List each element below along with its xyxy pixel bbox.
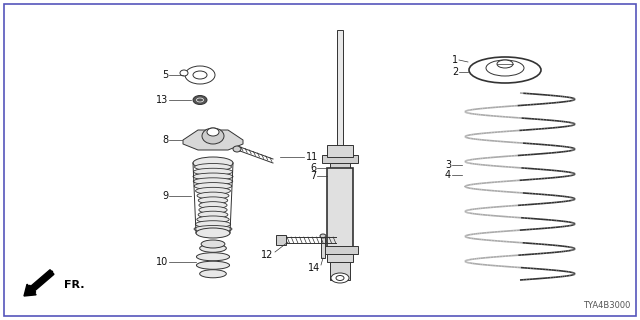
Bar (330, 262, 350, 280)
Ellipse shape (193, 168, 232, 175)
Bar (337, 30, 343, 170)
Ellipse shape (200, 270, 227, 278)
Ellipse shape (469, 57, 541, 83)
Text: 5: 5 (162, 70, 168, 80)
Bar (330, 163, 350, 168)
Bar (276, 235, 286, 245)
Ellipse shape (197, 192, 229, 199)
Text: 3: 3 (445, 160, 451, 170)
Text: 1: 1 (452, 55, 458, 65)
Text: 8: 8 (162, 135, 168, 145)
Ellipse shape (195, 221, 230, 228)
Bar (321, 236, 325, 258)
Ellipse shape (180, 70, 188, 76)
Ellipse shape (207, 128, 219, 136)
Ellipse shape (194, 183, 232, 189)
Ellipse shape (199, 202, 227, 209)
Text: 7: 7 (310, 171, 316, 181)
Text: 13: 13 (156, 95, 168, 105)
Ellipse shape (196, 253, 230, 261)
Ellipse shape (193, 178, 233, 185)
Ellipse shape (193, 95, 207, 105)
Text: 2: 2 (452, 67, 458, 77)
Text: 9: 9 (162, 191, 168, 201)
Ellipse shape (320, 234, 326, 238)
Text: 4: 4 (445, 170, 451, 180)
Ellipse shape (196, 98, 204, 102)
Ellipse shape (198, 211, 228, 218)
Ellipse shape (195, 164, 232, 171)
Text: 12: 12 (260, 250, 273, 260)
Ellipse shape (331, 273, 349, 283)
Text: 6: 6 (310, 163, 316, 173)
Text: 11: 11 (306, 152, 318, 162)
Ellipse shape (197, 216, 229, 223)
Bar (327, 145, 353, 157)
Polygon shape (183, 130, 243, 150)
Ellipse shape (196, 228, 230, 238)
Ellipse shape (201, 240, 225, 248)
Ellipse shape (202, 128, 224, 144)
Text: FR.: FR. (64, 280, 84, 290)
Text: 10: 10 (156, 257, 168, 267)
Bar (327, 254, 353, 262)
Ellipse shape (193, 157, 233, 169)
Ellipse shape (196, 261, 230, 269)
Text: TYA4B3000: TYA4B3000 (582, 301, 630, 310)
Ellipse shape (336, 276, 344, 281)
Bar (322, 155, 358, 163)
Ellipse shape (199, 206, 227, 213)
Ellipse shape (193, 173, 233, 180)
Ellipse shape (200, 244, 227, 252)
Bar (322, 246, 358, 254)
Ellipse shape (486, 60, 524, 76)
Text: 14: 14 (308, 263, 320, 273)
Ellipse shape (185, 66, 215, 84)
FancyArrow shape (24, 270, 54, 296)
Ellipse shape (193, 71, 207, 79)
Ellipse shape (194, 226, 232, 233)
Ellipse shape (196, 187, 230, 194)
Ellipse shape (497, 60, 513, 68)
Bar (327, 168, 353, 248)
Ellipse shape (233, 146, 241, 152)
Ellipse shape (198, 197, 228, 204)
